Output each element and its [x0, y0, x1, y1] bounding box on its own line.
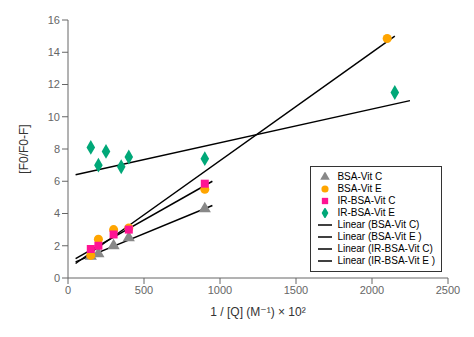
svg-text:0: 0 [65, 284, 71, 296]
svg-text:4: 4 [54, 207, 60, 219]
html-text:Linear (BSA-Vit C): Linear (BSA-Vit C) [337, 219, 420, 230]
svg-text:1000: 1000 [208, 284, 232, 296]
svg-text:6: 6 [54, 175, 60, 187]
svg-text:16: 16 [48, 14, 60, 26]
html-text:IR-BSA-Vit C: IR-BSA-Vit C [337, 195, 396, 206]
svg-text:2500: 2500 [436, 284, 460, 296]
svg-text:1 / [Q] (M⁻¹) × 10²: 1 / [Q] (M⁻¹) × 10² [210, 305, 305, 319]
html-text:Linear (IR-BSA-Vit E ): Linear (IR-BSA-Vit E ) [337, 255, 435, 266]
svg-text:8: 8 [54, 143, 60, 155]
svg-text:10: 10 [48, 111, 60, 123]
html-text:IR-BSA-Vit E: IR-BSA-Vit E [337, 207, 395, 218]
svg-text:0: 0 [54, 272, 60, 284]
svg-text:[F0/F0-F]: [F0/F0-F] [17, 124, 31, 173]
html-text:BSA-Vit E: BSA-Vit E [337, 183, 382, 194]
html-text:BSA-Vit C: BSA-Vit C [337, 171, 383, 182]
html-text:Linear (BSA-Vit E ): Linear (BSA-Vit E ) [337, 231, 422, 242]
svg-text:2: 2 [54, 240, 60, 252]
svg-text:1500: 1500 [284, 284, 308, 296]
html-text:Linear (IR-BSA-Vit C): Linear (IR-BSA-Vit C) [337, 243, 433, 254]
svg-text:14: 14 [48, 46, 60, 58]
svg-text:2000: 2000 [360, 284, 384, 296]
svg-text:12: 12 [48, 78, 60, 90]
svg-text:500: 500 [135, 284, 153, 296]
